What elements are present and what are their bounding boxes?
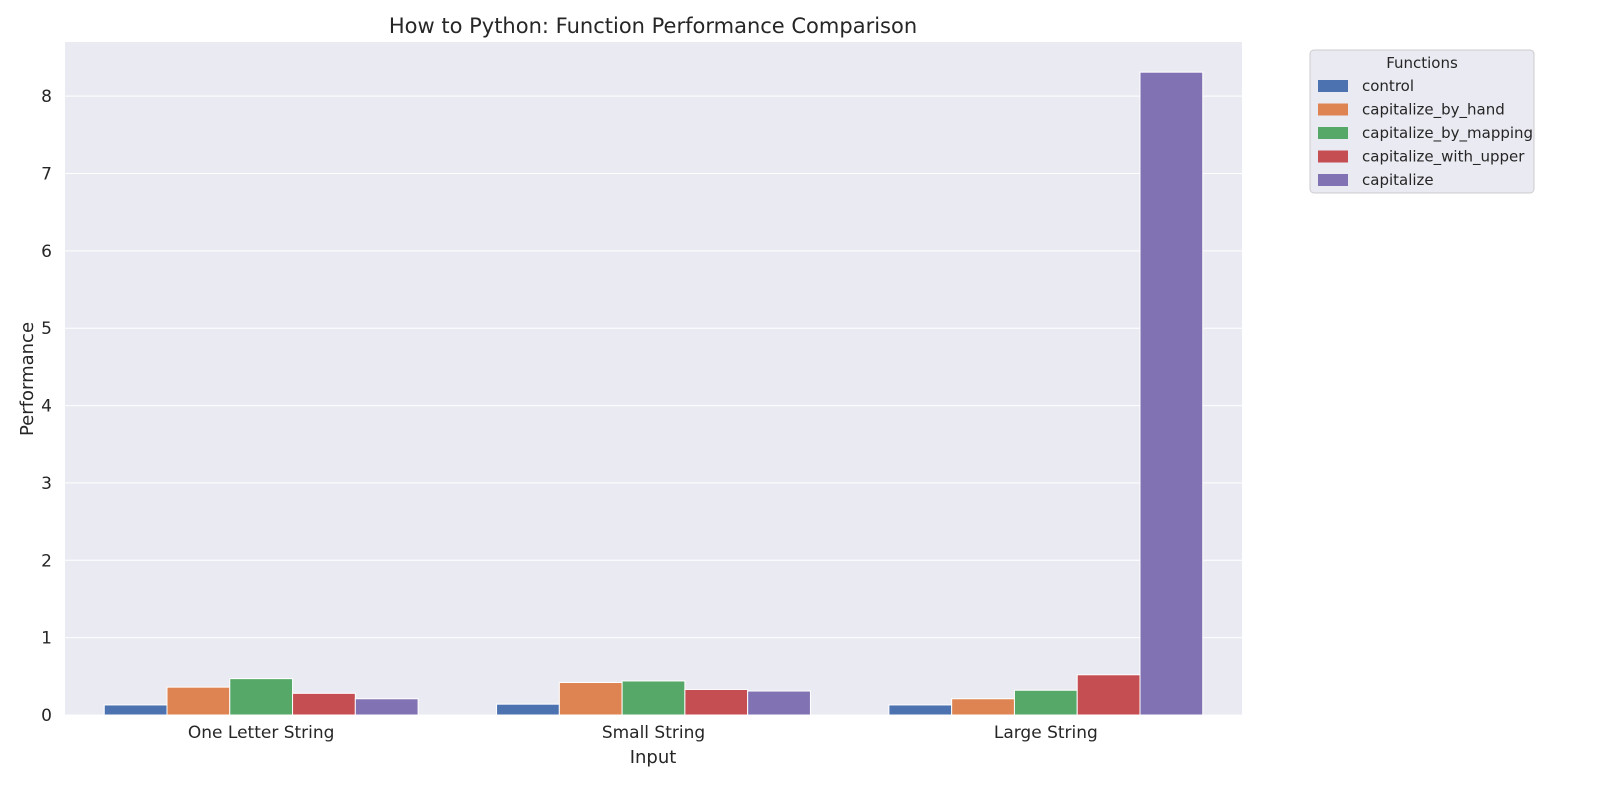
y-tick-label: 7 [41, 165, 52, 185]
x-tick-label: One Letter String [188, 723, 335, 743]
legend-swatch-capitalize_by_mapping [1318, 127, 1348, 139]
y-tick-label: 3 [41, 474, 52, 494]
bar-capitalize [747, 690, 811, 716]
y-tick-labels: 0 1 2 3 4 5 6 7 8 [41, 87, 52, 726]
legend-label: capitalize_with_upper [1362, 148, 1525, 167]
legend-label: capitalize [1362, 171, 1434, 189]
legend-title: Functions [1386, 54, 1458, 72]
bar-capitalize [354, 698, 419, 716]
y-tick-label: 1 [41, 629, 52, 649]
y-tick-label: 8 [41, 87, 52, 107]
legend-swatch-control [1318, 80, 1348, 92]
bar-control [496, 703, 560, 716]
bar-capitalize_by_mapping [1013, 689, 1078, 716]
bar-capitalize_with_upper [292, 692, 356, 716]
legend-items: control capitalize_by_hand capitalize_by_m… [1318, 77, 1533, 189]
plot-area [65, 42, 1242, 715]
bar-capitalize [1139, 71, 1204, 716]
bar-capitalize_by_hand [558, 682, 623, 716]
legend-box [1309, 49, 1535, 194]
legend-swatch-capitalize_with_upper [1318, 150, 1348, 163]
bar-control [103, 704, 168, 716]
chart-title: How to Python: Function Performance Comp… [389, 14, 917, 38]
bars [103, 71, 1204, 716]
legend-swatch-capitalize [1318, 174, 1348, 186]
x-axis-label: Input [630, 747, 677, 768]
legend-label: capitalize_by_hand [1362, 101, 1505, 120]
bar-capitalize_with_upper [684, 688, 749, 716]
y-tick-label: 4 [41, 397, 52, 417]
y-axis-label: Performance [17, 322, 38, 436]
bar-capitalize_by_mapping [621, 680, 686, 716]
bar-capitalize_by_mapping [229, 678, 294, 716]
legend-swatch-capitalize_by_hand [1318, 103, 1348, 116]
bar-capitalize_with_upper [1076, 674, 1141, 716]
legend: Functions control capitalize_by_handcapit… [1309, 49, 1535, 194]
x-tick-label: Small String [602, 723, 705, 743]
y-tick-label: 5 [41, 319, 52, 339]
legend-label: capitalize_by_mapping [1362, 124, 1533, 143]
legend-label: control [1362, 77, 1414, 95]
x-tick-labels: One Letter String Small String Large Strin… [188, 723, 1098, 743]
y-tick-label: 2 [41, 551, 52, 571]
y-tick-label: 0 [41, 706, 52, 726]
bar-capitalize_by_hand [166, 686, 231, 716]
y-tick-label: 6 [41, 242, 52, 262]
x-tick-label: Large String [994, 723, 1098, 743]
bar-capitalize_by_hand [951, 698, 1015, 716]
gridlines [65, 95, 1242, 716]
bar-control [888, 704, 953, 716]
